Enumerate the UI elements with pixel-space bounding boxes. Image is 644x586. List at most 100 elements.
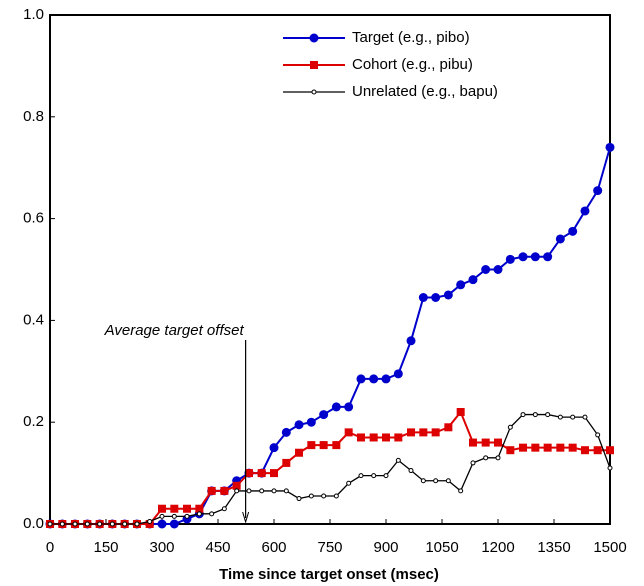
marker <box>145 520 154 528</box>
marker <box>556 443 565 452</box>
marker <box>433 478 439 484</box>
y-tick-label: 0.8 <box>23 108 44 125</box>
marker <box>382 433 390 442</box>
marker <box>494 438 502 447</box>
marker <box>408 468 414 474</box>
marker <box>195 504 204 513</box>
marker <box>170 504 179 513</box>
marker <box>443 290 453 300</box>
marker <box>97 521 103 527</box>
marker <box>419 428 428 437</box>
marker <box>420 478 426 484</box>
annotation-arrowhead <box>242 511 250 524</box>
marker <box>294 420 304 430</box>
marker <box>545 412 551 418</box>
annotation: Average target offset <box>104 322 245 339</box>
x-tick-label: 1350 <box>537 539 570 556</box>
marker <box>332 441 341 450</box>
marker <box>306 417 316 427</box>
marker <box>319 410 329 420</box>
marker <box>269 443 279 453</box>
x-tick-label: 150 <box>93 539 118 556</box>
marker <box>607 465 613 471</box>
x-tick-label: 1500 <box>593 539 626 556</box>
marker <box>470 460 476 466</box>
marker <box>531 443 540 452</box>
marker <box>407 428 416 437</box>
marker <box>395 457 401 463</box>
x-tick-label: 450 <box>205 539 230 556</box>
marker <box>495 455 501 461</box>
marker <box>393 369 403 379</box>
marker <box>543 252 553 262</box>
marker <box>431 428 440 437</box>
x-tick-label: 0 <box>46 539 54 556</box>
marker <box>356 374 366 384</box>
marker <box>184 513 190 519</box>
marker <box>568 443 577 452</box>
marker <box>344 402 354 412</box>
marker <box>532 412 538 418</box>
marker <box>557 414 563 420</box>
marker <box>282 458 291 467</box>
marker <box>371 473 377 479</box>
marker <box>568 226 578 236</box>
marker <box>346 480 352 486</box>
y-tick-label: 0.2 <box>23 413 44 430</box>
marker <box>310 61 318 69</box>
plot-frame <box>49 14 611 525</box>
marker <box>483 455 489 461</box>
x-tick-label: 900 <box>373 539 398 556</box>
marker <box>582 414 588 420</box>
x-tick-label: 1200 <box>481 539 514 556</box>
marker <box>72 521 78 527</box>
marker <box>418 292 428 302</box>
marker <box>59 521 65 527</box>
x-tick-label: 300 <box>149 539 174 556</box>
marker <box>157 519 167 529</box>
marker <box>283 488 289 494</box>
marker <box>520 412 526 418</box>
marker <box>246 488 252 494</box>
marker <box>271 488 277 494</box>
x-tick-label: 750 <box>317 539 342 556</box>
marker <box>518 252 528 262</box>
legend-label: Target (e.g., pibo) <box>352 29 470 46</box>
marker <box>530 252 540 262</box>
marker <box>456 408 465 417</box>
marker <box>358 473 364 479</box>
marker <box>507 424 513 430</box>
marker <box>158 504 166 513</box>
y-tick-label: 1.0 <box>23 6 44 23</box>
marker <box>580 446 589 455</box>
marker <box>295 448 304 457</box>
marker <box>580 206 590 216</box>
marker <box>606 446 614 455</box>
marker <box>281 427 291 437</box>
marker <box>196 511 202 517</box>
marker <box>244 469 253 478</box>
marker <box>333 493 339 499</box>
marker <box>570 414 576 420</box>
marker <box>183 504 192 513</box>
marker <box>593 446 602 455</box>
marker <box>109 521 115 527</box>
marker <box>394 433 403 442</box>
marker <box>595 432 601 438</box>
marker <box>134 521 140 527</box>
marker <box>406 336 416 346</box>
line <box>50 410 610 525</box>
line <box>50 413 611 525</box>
marker <box>458 488 464 494</box>
marker <box>296 496 302 502</box>
legend-label: Unrelated (e.g., bapu) <box>352 83 498 100</box>
marker <box>381 374 391 384</box>
marker <box>444 423 453 432</box>
marker <box>311 89 317 95</box>
marker <box>383 473 389 479</box>
marker <box>481 265 491 274</box>
marker <box>207 486 216 495</box>
marker <box>593 186 603 196</box>
marker <box>47 521 53 527</box>
marker <box>319 441 328 450</box>
